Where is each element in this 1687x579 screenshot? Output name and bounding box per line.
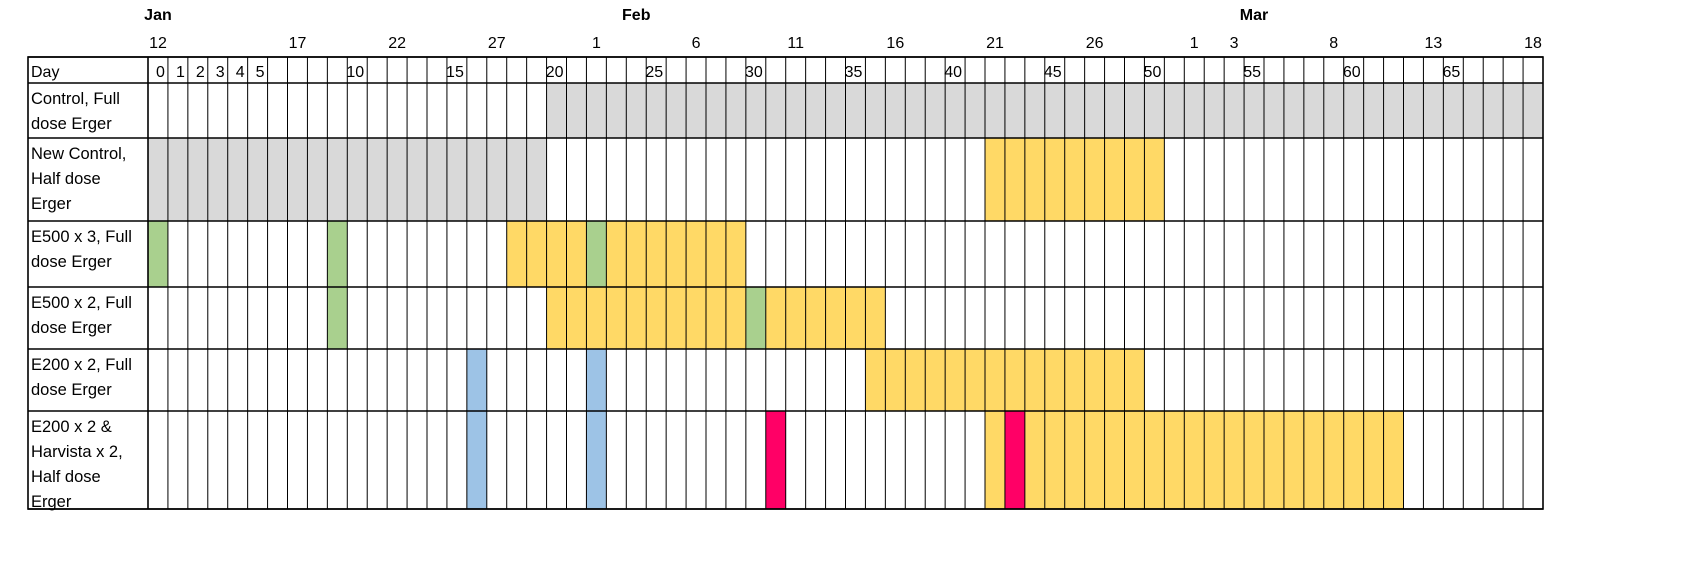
day-number: 3	[216, 64, 225, 81]
date-label: 16	[886, 35, 904, 52]
bar-segment-green	[745, 287, 766, 349]
bar-segment-yellow	[985, 411, 1005, 509]
bar-segment-yellow	[1024, 411, 1404, 509]
row-label: dose Erger	[31, 319, 112, 337]
bar-segment-pink	[1004, 411, 1025, 509]
day-number: 55	[1243, 64, 1261, 81]
row-label: E200 x 2 &	[31, 418, 112, 436]
date-label: 17	[289, 35, 307, 52]
day-number: 50	[1144, 64, 1162, 81]
day-number: 1	[176, 64, 185, 81]
day-number: 2	[196, 64, 205, 81]
bar-segment-blue	[586, 411, 607, 509]
row-label: New Control,	[31, 145, 126, 163]
date-label: 8	[1329, 35, 1338, 52]
row-label: E500 x 3, Full	[31, 228, 132, 246]
day-number: 20	[546, 64, 564, 81]
bar-segment-blue	[466, 411, 487, 509]
day-number: 0	[156, 64, 165, 81]
month-label: Feb	[622, 7, 651, 24]
bar-segment-blue	[466, 349, 487, 411]
row-label: E500 x 2, Full	[31, 294, 132, 312]
row-label: dose Erger	[31, 253, 112, 271]
bar-segment-yellow	[606, 221, 746, 287]
date-label: 22	[388, 35, 406, 52]
bar-segment-green	[148, 221, 168, 287]
row-label: Harvista x 2,	[31, 443, 123, 461]
day-number: 40	[944, 64, 962, 81]
date-label: 3	[1230, 35, 1239, 52]
day-number: 35	[845, 64, 863, 81]
row-label: dose Erger	[31, 381, 112, 399]
month-label: Mar	[1240, 7, 1268, 24]
table-border	[27, 56, 1544, 510]
date-label: 18	[1524, 35, 1542, 52]
row-label: Control, Full	[31, 90, 120, 108]
day-number: 60	[1343, 64, 1361, 81]
day-number: 15	[446, 64, 464, 81]
bar-segment-blue	[586, 349, 607, 411]
date-label: 1	[592, 35, 601, 52]
bar-segment-green	[586, 221, 607, 287]
day-number: 4	[236, 64, 245, 81]
bar-segment-pink	[765, 411, 786, 509]
date-label: 6	[692, 35, 701, 52]
row-label: Erger	[31, 493, 72, 511]
date-label: 27	[488, 35, 506, 52]
bar-segment-green	[327, 221, 348, 287]
date-label: 26	[1086, 35, 1104, 52]
bar-segment-yellow	[985, 138, 1165, 221]
date-label: 21	[986, 35, 1004, 52]
day-header: Day	[31, 64, 59, 81]
day-number: 25	[645, 64, 663, 81]
day-number: 5	[256, 64, 265, 81]
row-label: Half dose	[31, 468, 101, 486]
row-label: E200 x 2, Full	[31, 356, 132, 374]
day-number: 45	[1044, 64, 1062, 81]
day-number: 65	[1442, 64, 1460, 81]
date-label: 12	[149, 35, 167, 52]
row-label: dose Erger	[31, 115, 112, 133]
row-label: Erger	[31, 195, 72, 213]
date-label: 11	[787, 35, 804, 52]
date-label: 1	[1190, 35, 1199, 52]
month-label: Jan	[144, 7, 172, 24]
day-number: 10	[346, 64, 364, 81]
date-label: 13	[1424, 35, 1442, 52]
day-number: 30	[745, 64, 763, 81]
row-label: Half dose	[31, 170, 101, 188]
bar-segment-green	[327, 287, 348, 349]
